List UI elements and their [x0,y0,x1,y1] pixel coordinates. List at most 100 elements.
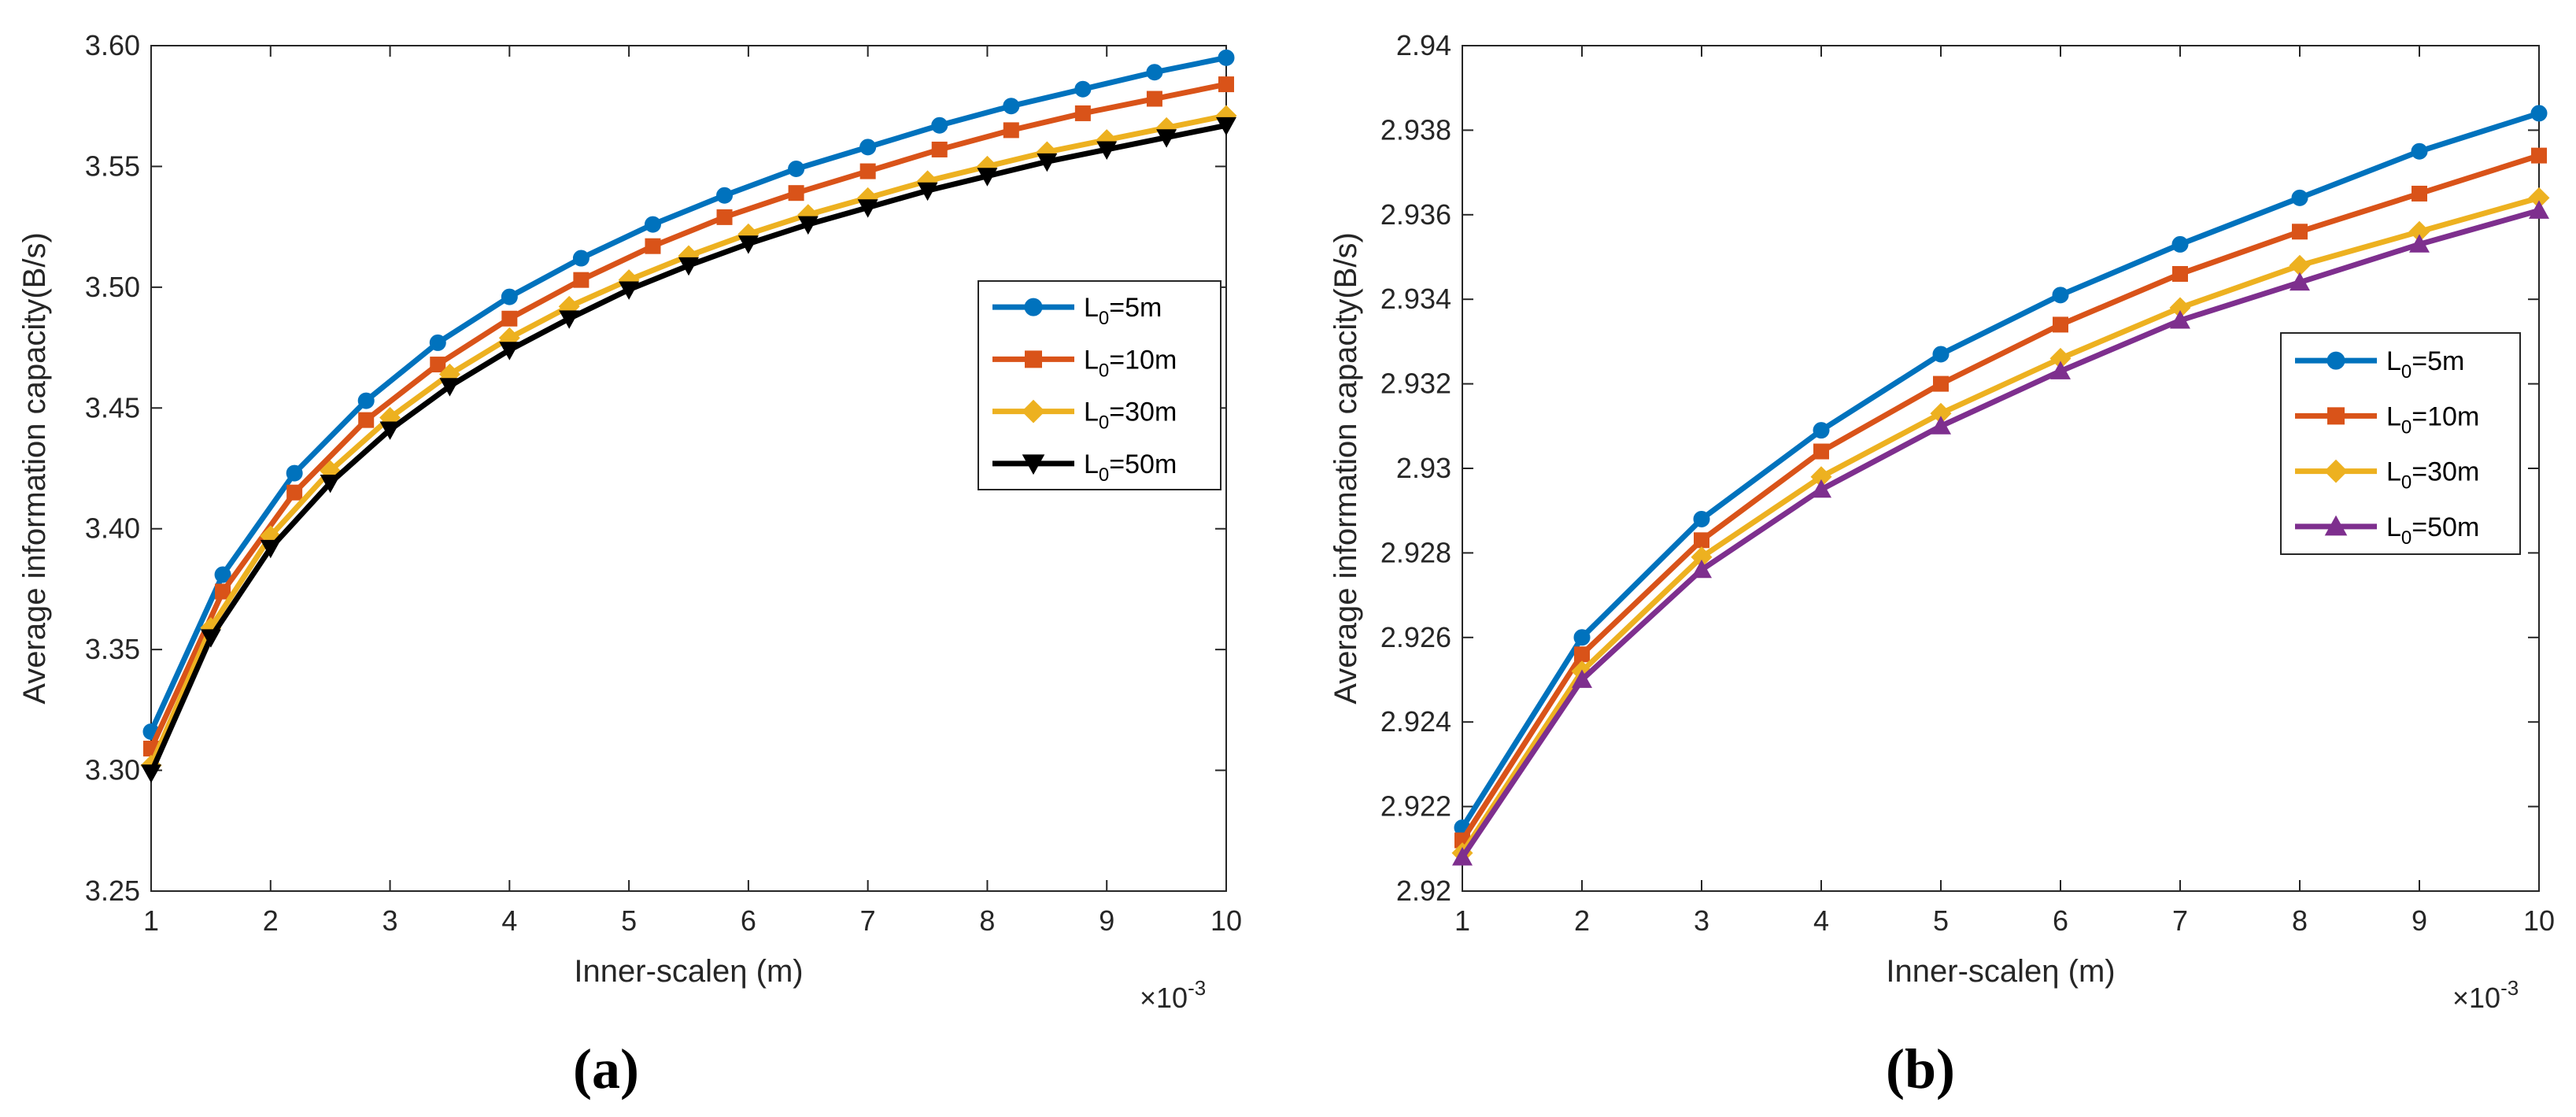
legend-label-main: L [1084,345,1099,375]
x-tick-label: 2 [263,904,279,937]
data-point [737,235,759,254]
series-line [148,54,1227,733]
data-point [2290,272,2310,291]
data-point [501,310,518,327]
data-point [1074,105,1091,121]
data-point [1003,122,1019,139]
legend-label-rest: =30m [2412,457,2479,487]
legend-item: L0=30m [992,398,1177,434]
data-point [215,583,231,600]
legend-marker [2327,407,2345,425]
legend-marker [2324,459,2348,483]
legend-label: L0=30m [2386,457,2479,494]
x-axis-multiplier: ×10-3 [2452,976,2519,1014]
legend-label-main: L [2386,512,2401,542]
data-point [931,141,948,157]
y-axis-label: Average information capacity(B/s) [1329,232,1363,705]
data-point [857,199,878,218]
data-point [214,566,231,583]
data-point [2408,220,2430,242]
data-point [2529,200,2549,219]
data-point [1218,49,1235,66]
legend-label-sub: 0 [1099,412,1109,434]
legend-item: L0=5m [2295,346,2464,383]
legend-label-main: L [1084,293,1099,323]
legend-label-sub: 0 [2401,416,2412,438]
data-point [2169,297,2191,319]
data-point [2053,316,2068,333]
y-tick-label: 2.928 [1380,536,1451,568]
data-point [2052,287,2069,304]
data-point [859,163,876,179]
legend-label-rest: =10m [1109,345,1177,375]
y-tick-label: 3.30 [85,754,140,786]
legend-label-sub: 0 [1099,464,1109,486]
y-tick-label: 3.25 [85,875,140,907]
data-point [501,288,518,305]
data-point [2172,265,2188,282]
legend-label: L0=10m [1084,345,1177,381]
x-tick-label: 1 [143,904,159,937]
data-point [788,185,804,202]
legend-label: L0=50m [1084,449,1177,486]
series-line [1460,194,2540,855]
data-point [2292,224,2308,240]
data-point [1452,847,1473,866]
data-point [2050,361,2071,379]
data-point [797,216,819,235]
x-tick-label: 4 [1813,904,1829,937]
x-tick-label: 10 [2523,904,2555,937]
legend-item: L0=5m [992,293,1162,329]
series-L0=5m [1454,105,2548,836]
data-point [1694,532,1709,549]
series-L0=50m [141,117,1236,783]
data-point [1931,416,1951,435]
series-line [1460,153,2541,842]
legend-item: L0=10m [992,345,1177,381]
x-tick-label: 8 [2292,904,2308,937]
data-point [1003,98,1020,115]
legend-label-rest: =5m [2412,346,2464,376]
legend-label-sub: 0 [1099,360,1109,381]
data-point [716,187,734,204]
x-tick-label: 9 [1099,904,1114,937]
y-tick-label: 2.922 [1380,790,1451,823]
x-tick-label: 3 [1694,904,1709,937]
data-point [678,257,699,276]
data-point [1573,629,1591,646]
data-point [931,117,948,134]
data-point [573,272,589,288]
panel-label: (a) [573,1037,639,1100]
y-tick-label: 2.938 [1380,113,1451,146]
y-tick-label: 3.40 [85,512,140,545]
data-point [1218,76,1234,93]
data-point [1811,479,1831,498]
y-tick-label: 3.50 [85,271,140,303]
data-point [1930,402,1952,424]
data-point [2412,185,2427,202]
legend-item: L0=50m [2295,512,2479,549]
legend-label-rest: =30m [1109,398,1177,427]
legend-marker [1022,454,1045,475]
data-point [1693,510,1710,527]
legend-label-main: L [1084,398,1099,427]
data-point [2171,235,2189,253]
x-tick-label: 7 [2172,904,2188,937]
legend-label-main: L [2386,401,2401,431]
y-tick-label: 3.45 [85,391,140,423]
data-point [358,412,375,428]
data-point [1691,559,1712,579]
data-point [917,182,938,202]
legend-label-main: L [2386,457,2401,487]
data-point [429,334,446,351]
legend-label-sub: 0 [2401,527,2412,549]
data-point [859,139,877,156]
y-tick-label: 3.55 [85,150,140,182]
data-point [1810,466,1832,488]
y-tick-label: 2.92 [1396,875,1451,907]
series-line [148,81,1227,750]
y-tick-label: 3.35 [85,633,140,665]
chart-panel-a: 1 2 3 4 5 6 7 8 9 10 3.25 3.30 3.35 3.40 3.45 3.50 3.55 3… [17,29,1242,1100]
data-point [357,392,375,409]
data-point [2528,187,2550,209]
